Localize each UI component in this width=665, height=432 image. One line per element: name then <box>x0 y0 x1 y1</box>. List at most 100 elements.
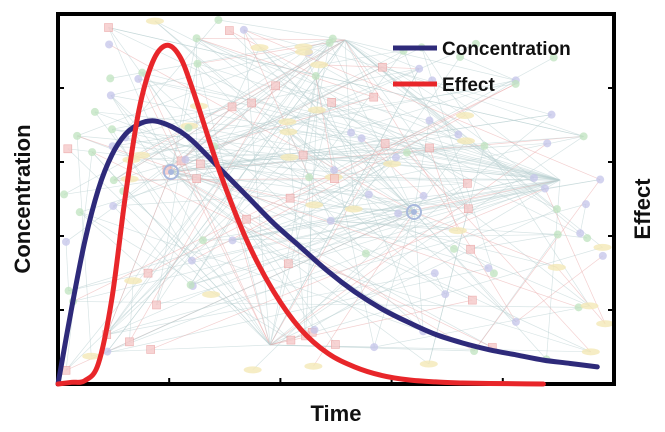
network-node-green <box>106 74 115 83</box>
network-node-red <box>104 23 113 32</box>
network-node-green <box>109 176 118 185</box>
network-edge <box>406 152 469 210</box>
network-edge <box>110 95 561 181</box>
plot-frame <box>56 12 616 386</box>
network-node-purple <box>581 200 590 209</box>
network-node-yellow <box>596 320 615 328</box>
network-node-purple <box>543 139 552 148</box>
network-edge <box>170 171 493 348</box>
legend-label-effect: Effect <box>442 75 495 96</box>
network-node-yellow <box>305 201 324 209</box>
network-edge <box>413 211 557 268</box>
network-node-yellow <box>456 111 475 119</box>
network-edge <box>156 38 334 306</box>
network-edge <box>269 247 603 346</box>
network-node-purple <box>415 64 424 73</box>
network-edge <box>515 255 604 323</box>
network-edge <box>332 38 459 135</box>
network-edge <box>185 159 468 184</box>
network-node-red <box>380 139 390 148</box>
network-node-purple <box>394 209 403 218</box>
network-edge <box>170 50 404 173</box>
network-edge <box>246 179 561 220</box>
network-node-yellow <box>250 44 269 52</box>
network-node-purple <box>181 155 190 164</box>
network-edge <box>344 39 466 116</box>
network-edge <box>315 75 375 348</box>
network-edge <box>112 205 191 286</box>
network-edge <box>106 52 310 335</box>
network-edge <box>344 39 469 209</box>
network-edge <box>142 72 561 181</box>
network-edge <box>112 83 516 147</box>
legend: Concentration Effect <box>393 39 571 96</box>
network-edge <box>79 211 424 332</box>
network-node-red <box>225 26 234 35</box>
network-edge <box>73 301 579 308</box>
network-node-yellow <box>278 118 297 126</box>
network-edge <box>111 128 335 179</box>
network-node-yellow <box>82 352 101 360</box>
network-node-purple <box>187 256 196 265</box>
network-edge <box>373 211 415 348</box>
network-node-purple <box>484 264 493 273</box>
network-edge <box>382 66 584 137</box>
network-node-purple <box>430 269 439 278</box>
network-node-green <box>198 236 207 245</box>
network-edge <box>68 240 233 292</box>
series-layer <box>55 42 600 387</box>
network-node-purple <box>228 236 237 245</box>
network-edge <box>330 220 458 231</box>
network-node-green <box>456 52 465 61</box>
network-node-green <box>193 59 202 68</box>
network-node-red <box>143 268 153 278</box>
network-node-red <box>298 150 308 160</box>
network-node-yellow <box>310 61 329 69</box>
network-node-green <box>138 68 147 77</box>
network-node-purple <box>106 91 115 100</box>
network-edge <box>65 241 69 291</box>
network-node-purple <box>454 130 463 139</box>
network-node-purple <box>540 184 549 193</box>
network-edge <box>218 19 346 41</box>
network-edge <box>330 220 558 235</box>
x-axis-title: Time <box>311 401 362 426</box>
network-edge <box>403 50 469 209</box>
network-node-purple <box>62 237 71 246</box>
network-node-yellow <box>580 302 599 310</box>
network-node-yellow <box>202 290 221 298</box>
network-edge <box>156 188 546 306</box>
network-node-red <box>327 98 337 107</box>
network-node-yellow <box>294 48 313 56</box>
network-edge <box>315 75 335 179</box>
network-edge <box>344 39 516 81</box>
network-node-red <box>286 335 296 345</box>
network-edge <box>313 211 415 367</box>
network-node-yellow <box>307 106 326 114</box>
network-edge <box>170 163 201 173</box>
network-node-green <box>361 249 370 258</box>
network-node-green <box>192 34 201 43</box>
network-node-red <box>242 214 251 224</box>
network-node-red <box>466 244 475 254</box>
network-node-green <box>88 148 97 157</box>
network-node-green <box>305 173 314 182</box>
network-node-purple <box>547 110 556 119</box>
network-edge <box>229 30 415 213</box>
network-edge <box>111 129 193 261</box>
network-edge <box>344 39 375 98</box>
network-edge <box>111 68 420 130</box>
network-edge <box>473 179 601 352</box>
network-node-green <box>311 72 320 81</box>
network-node-red <box>331 340 340 349</box>
network-edge <box>106 42 330 335</box>
network-edge <box>76 38 333 137</box>
network-edge <box>329 42 415 213</box>
network-edge <box>557 234 588 239</box>
network-node-red <box>285 193 295 203</box>
network-edge <box>556 267 606 324</box>
network-node-red <box>271 81 280 91</box>
network-node-green <box>553 230 562 239</box>
network-node-red <box>369 92 379 102</box>
